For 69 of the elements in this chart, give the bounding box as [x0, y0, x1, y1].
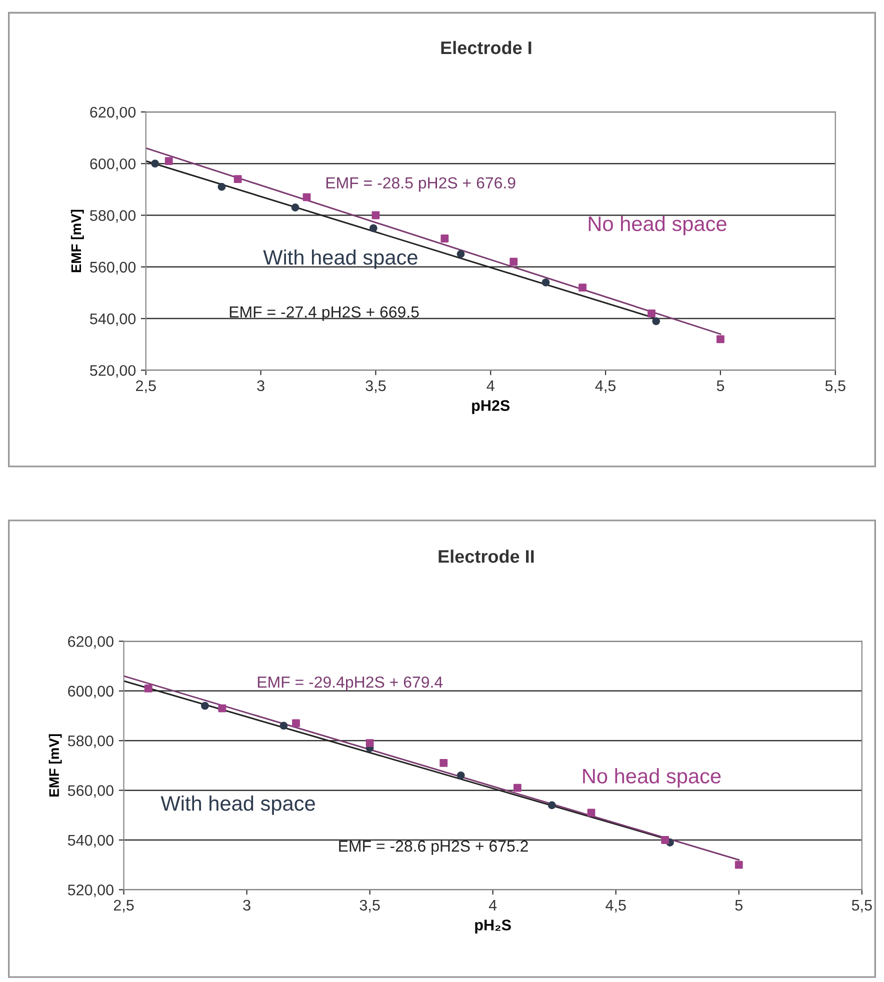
point	[291, 204, 300, 212]
x-tick-label: 2,5	[114, 900, 134, 912]
point	[542, 278, 550, 286]
y-tick-label: 620,00	[90, 106, 136, 120]
point	[513, 784, 522, 792]
text: EMF = -28.6 pH2S + 675.2	[339, 840, 528, 855]
point	[366, 739, 374, 748]
text: EMF = -27.4 pH2S + 669.5	[230, 306, 419, 321]
point	[151, 160, 160, 168]
x-tick-label: 3,5	[360, 900, 380, 912]
x-tick-label: 4	[486, 380, 494, 392]
point	[510, 258, 518, 266]
point	[734, 860, 743, 869]
point	[234, 175, 242, 184]
x-tick-label: 5	[735, 900, 742, 911]
point	[587, 808, 596, 817]
point	[652, 317, 660, 326]
point	[578, 284, 587, 292]
y-tick-label: 600,00	[90, 158, 136, 172]
point	[201, 702, 209, 710]
point	[302, 193, 311, 202]
y-tick-label: 580,00	[68, 735, 114, 748]
x-tick-label: 4,5	[606, 900, 626, 912]
x-tick-label: 3	[243, 900, 250, 911]
x-tick-label: 4	[488, 900, 497, 910]
x-axis-title: pH₂S	[475, 920, 511, 934]
point	[456, 771, 465, 780]
point	[440, 234, 449, 242]
x-tick-label: 5	[716, 380, 724, 392]
point	[548, 801, 556, 810]
y-axis-title: EMF [mV]	[70, 210, 84, 272]
point	[218, 182, 226, 191]
y-tick-label: 580,00	[90, 210, 136, 223]
point	[661, 836, 670, 844]
point	[218, 704, 226, 712]
y-tick-label: 620,00	[68, 636, 114, 649]
text: No head space	[588, 216, 726, 236]
point	[144, 684, 152, 692]
x-tick-label: 2,5	[136, 380, 156, 393]
y-tick-label: 520,00	[68, 884, 114, 898]
series-label: No head space	[583, 768, 721, 788]
series-label: EMF = -28.5 pH2S + 676.9	[326, 177, 516, 192]
point	[716, 335, 724, 344]
point	[369, 224, 378, 232]
y-tick-label: 560,00	[90, 262, 136, 274]
y-tick-label: 540,00	[90, 313, 136, 326]
x-tick-label: 3,5	[366, 380, 386, 393]
y-tick-label: 540,00	[68, 834, 114, 848]
y-tick-label: 560,00	[68, 785, 114, 798]
point	[280, 722, 288, 730]
point	[292, 719, 300, 728]
point	[648, 309, 656, 318]
chart-title: Electrode I	[441, 40, 532, 54]
x-tick-label: 4,5	[595, 380, 616, 393]
x-tick-label: 5,5	[852, 900, 872, 912]
x-axis-title: pH2S	[472, 400, 510, 414]
point	[456, 250, 465, 258]
series-label: EMF = -29.4pH2S + 679.4	[258, 676, 443, 691]
chart-title: Electrode II	[438, 550, 534, 563]
point	[164, 157, 173, 165]
y-axis-title: EMF [mV]	[48, 734, 62, 797]
x-tick-label: 3	[257, 380, 264, 392]
x-tick-label: 5,5	[825, 380, 846, 393]
y-tick-label: 520,00	[90, 365, 136, 378]
point	[440, 759, 448, 767]
y-tick-label: 600,00	[68, 686, 114, 698]
point	[372, 211, 380, 220]
series-label: With head space	[263, 249, 418, 269]
text: With head space	[160, 796, 315, 815]
